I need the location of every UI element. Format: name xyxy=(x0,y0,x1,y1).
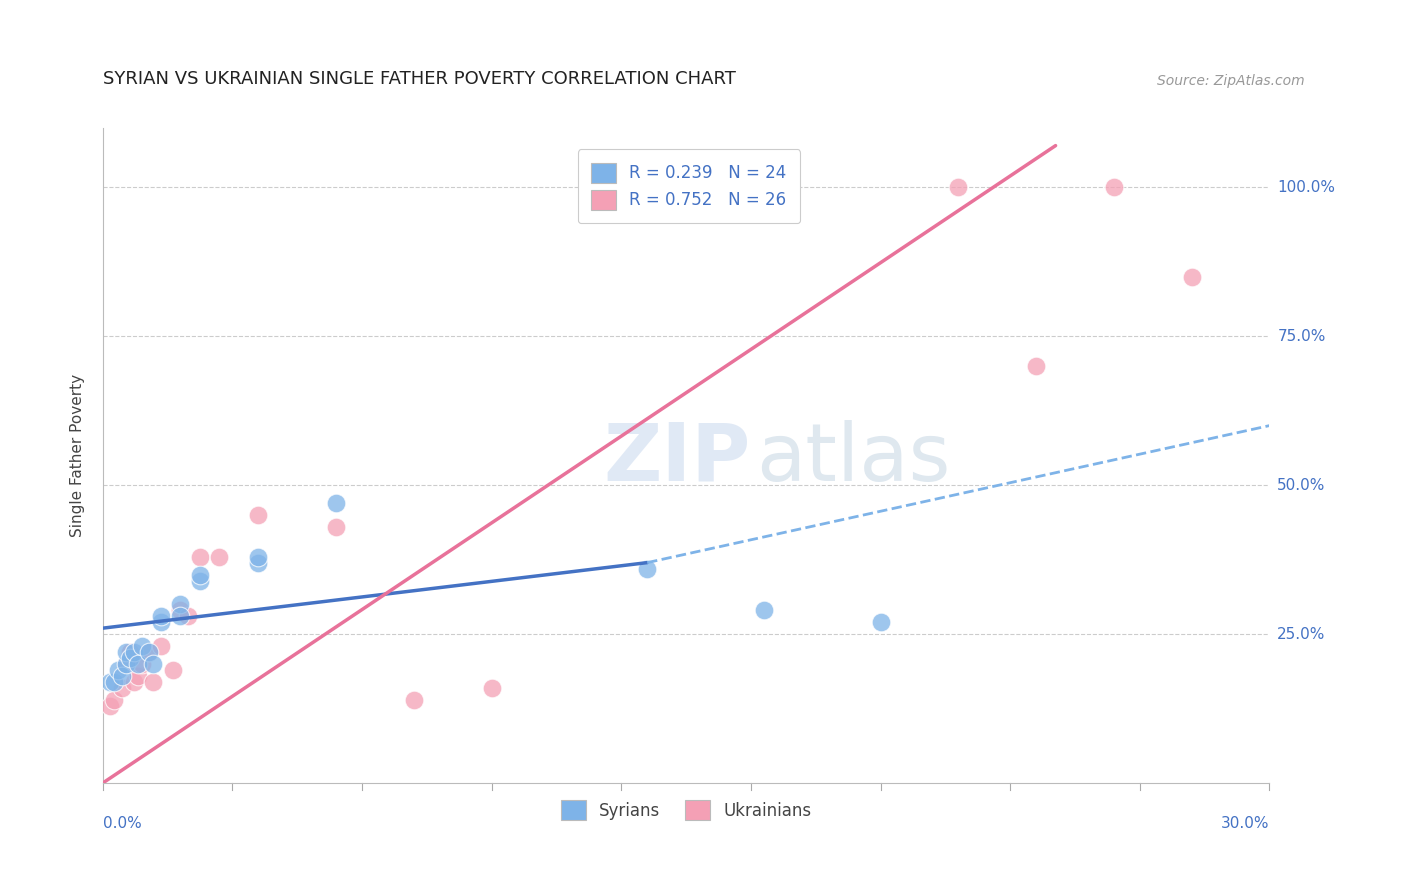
Point xyxy=(111,669,134,683)
Point xyxy=(103,674,125,689)
Point xyxy=(150,615,173,630)
Point xyxy=(247,556,270,570)
Point xyxy=(100,674,122,689)
Point xyxy=(752,603,775,617)
Legend: Syrians, Ukrainians: Syrians, Ukrainians xyxy=(554,794,818,827)
Point xyxy=(208,549,231,564)
Point xyxy=(138,645,160,659)
Point xyxy=(1181,269,1204,284)
Point xyxy=(247,549,270,564)
Point xyxy=(169,598,191,612)
Text: 0.0%: 0.0% xyxy=(103,816,142,830)
Point xyxy=(131,639,153,653)
Text: 50.0%: 50.0% xyxy=(1277,478,1326,492)
Point xyxy=(177,609,200,624)
Point xyxy=(325,496,347,510)
Point xyxy=(169,603,191,617)
Point xyxy=(247,508,270,522)
Point xyxy=(162,663,184,677)
Point xyxy=(118,651,141,665)
Point xyxy=(752,180,775,194)
Text: 25.0%: 25.0% xyxy=(1277,626,1326,641)
Point xyxy=(169,609,191,624)
Point xyxy=(188,574,211,588)
Point xyxy=(1025,359,1047,373)
Text: Source: ZipAtlas.com: Source: ZipAtlas.com xyxy=(1157,74,1305,88)
Point xyxy=(122,645,145,659)
Text: 75.0%: 75.0% xyxy=(1277,329,1326,343)
Point xyxy=(118,645,141,659)
Point xyxy=(142,657,165,671)
Point xyxy=(107,663,129,677)
Point xyxy=(127,669,149,683)
Point xyxy=(131,657,153,671)
Point xyxy=(142,674,165,689)
Point xyxy=(636,561,658,575)
Point xyxy=(481,681,503,695)
Point xyxy=(127,657,149,671)
Point xyxy=(636,180,658,194)
Text: Single Father Poverty: Single Father Poverty xyxy=(69,374,84,537)
Point xyxy=(115,657,138,671)
Text: 100.0%: 100.0% xyxy=(1277,180,1336,194)
Text: SYRIAN VS UKRAINIAN SINGLE FATHER POVERTY CORRELATION CHART: SYRIAN VS UKRAINIAN SINGLE FATHER POVERT… xyxy=(103,70,735,88)
Point xyxy=(402,692,425,706)
Point xyxy=(111,681,134,695)
Text: atlas: atlas xyxy=(756,419,950,498)
Point xyxy=(138,645,160,659)
Point xyxy=(103,692,125,706)
Point xyxy=(115,657,138,671)
Text: ZIP: ZIP xyxy=(603,419,751,498)
Point xyxy=(948,180,970,194)
Point xyxy=(1102,180,1125,194)
Point xyxy=(122,674,145,689)
Point xyxy=(150,639,173,653)
Point xyxy=(100,698,122,713)
Point xyxy=(325,520,347,534)
Point xyxy=(150,609,173,624)
Point xyxy=(869,615,891,630)
Point xyxy=(188,549,211,564)
Text: 30.0%: 30.0% xyxy=(1220,816,1270,830)
Point xyxy=(115,645,138,659)
Point xyxy=(188,567,211,582)
